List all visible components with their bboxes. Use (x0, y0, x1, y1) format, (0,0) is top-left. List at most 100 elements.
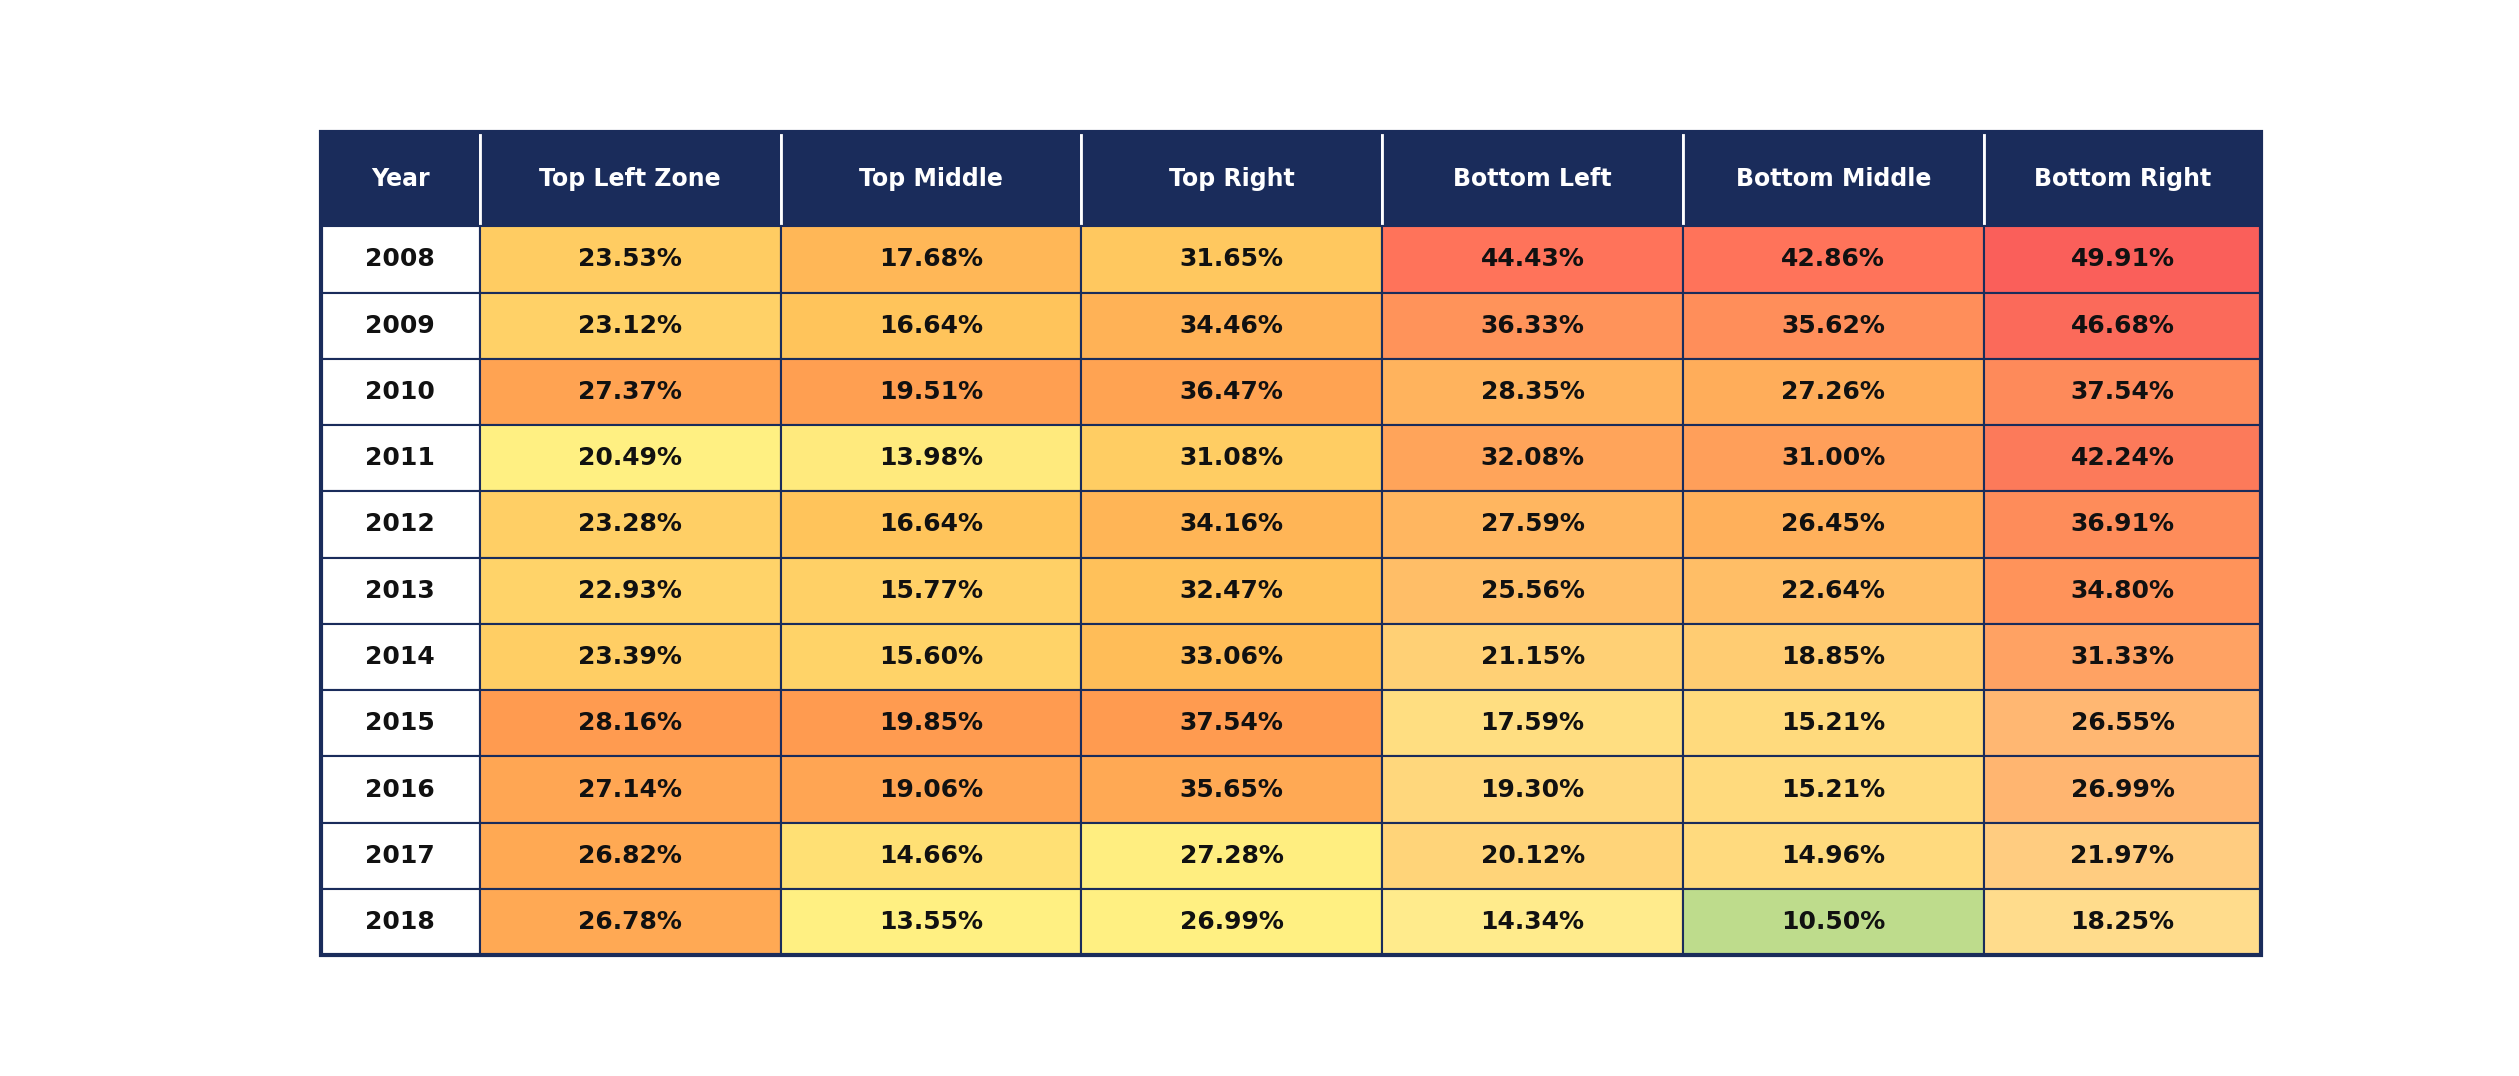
Text: 32.08%: 32.08% (1481, 447, 1584, 470)
Text: 19.51%: 19.51% (879, 380, 982, 404)
Bar (1985, 226, 2262, 293)
Bar (781, 293, 1081, 358)
Bar (1985, 425, 2262, 492)
Bar (781, 624, 1081, 690)
Text: 21.15%: 21.15% (1481, 645, 1584, 669)
Text: 31.08%: 31.08% (1179, 447, 1285, 470)
Text: 13.98%: 13.98% (879, 447, 982, 470)
Text: 36.91%: 36.91% (2071, 512, 2174, 537)
Bar (1383, 756, 1683, 823)
Text: 27.28%: 27.28% (1179, 844, 1285, 867)
Text: 15.21%: 15.21% (1781, 711, 1884, 735)
Text: 14.66%: 14.66% (879, 844, 982, 867)
Bar (1683, 756, 1985, 823)
Bar (479, 690, 781, 756)
Bar (1683, 425, 1985, 492)
Text: 36.33%: 36.33% (1481, 314, 1584, 338)
Text: 2013: 2013 (365, 579, 436, 603)
Bar (320, 557, 479, 624)
Text: 16.64%: 16.64% (879, 314, 982, 338)
Bar (320, 889, 479, 955)
Text: 2018: 2018 (365, 910, 436, 934)
Bar (1383, 425, 1683, 492)
Text: 15.21%: 15.21% (1781, 778, 1884, 802)
Bar (1383, 293, 1683, 358)
Text: 19.06%: 19.06% (879, 778, 982, 802)
Bar (781, 889, 1081, 955)
Text: 34.80%: 34.80% (2071, 579, 2174, 603)
Bar (479, 823, 781, 889)
Text: 2014: 2014 (365, 645, 436, 669)
Bar (320, 131, 479, 226)
Text: 32.47%: 32.47% (1179, 579, 1285, 603)
Text: 35.62%: 35.62% (1781, 314, 1884, 338)
Bar (479, 557, 781, 624)
Bar (1985, 756, 2262, 823)
Bar (1985, 690, 2262, 756)
Bar (1081, 131, 1383, 226)
Bar (1383, 226, 1683, 293)
Text: 20.49%: 20.49% (579, 447, 683, 470)
Text: 42.86%: 42.86% (1781, 247, 1884, 271)
Text: 34.46%: 34.46% (1179, 314, 1285, 338)
Text: 10.50%: 10.50% (1781, 910, 1887, 934)
Text: 25.56%: 25.56% (1481, 579, 1584, 603)
Bar (781, 131, 1081, 226)
Text: 18.25%: 18.25% (2071, 910, 2174, 934)
Text: 2011: 2011 (365, 447, 436, 470)
Text: 22.64%: 22.64% (1781, 579, 1884, 603)
Bar (1081, 557, 1383, 624)
Bar (1985, 358, 2262, 425)
Bar (1081, 756, 1383, 823)
Bar (1081, 425, 1383, 492)
Bar (1383, 557, 1683, 624)
Bar (479, 358, 781, 425)
Text: 26.99%: 26.99% (1179, 910, 1285, 934)
Text: 20.12%: 20.12% (1481, 844, 1584, 867)
Text: 26.45%: 26.45% (1781, 512, 1884, 537)
Text: 14.96%: 14.96% (1781, 844, 1884, 867)
Text: 28.16%: 28.16% (579, 711, 683, 735)
Bar (1985, 624, 2262, 690)
Text: 31.33%: 31.33% (2071, 645, 2174, 669)
Bar (320, 358, 479, 425)
Bar (781, 492, 1081, 557)
Text: 2012: 2012 (365, 512, 436, 537)
Text: 13.55%: 13.55% (879, 910, 982, 934)
Bar (479, 889, 781, 955)
Bar (1383, 624, 1683, 690)
Bar (1683, 889, 1985, 955)
Bar (320, 425, 479, 492)
Text: 2009: 2009 (365, 314, 436, 338)
Bar (479, 425, 781, 492)
Bar (1683, 557, 1985, 624)
Text: Bottom Left: Bottom Left (1453, 167, 1612, 190)
Text: Top Middle: Top Middle (859, 167, 1003, 190)
Text: 2015: 2015 (365, 711, 436, 735)
Text: 21.97%: 21.97% (2071, 844, 2174, 867)
Text: 23.53%: 23.53% (579, 247, 683, 271)
Text: 33.06%: 33.06% (1179, 645, 1285, 669)
Bar (1683, 624, 1985, 690)
Text: 18.85%: 18.85% (1781, 645, 1884, 669)
Text: 27.59%: 27.59% (1481, 512, 1584, 537)
Text: 2008: 2008 (365, 247, 436, 271)
Text: Year: Year (370, 167, 431, 190)
Bar (1683, 492, 1985, 557)
Bar (1081, 889, 1383, 955)
Text: 35.65%: 35.65% (1179, 778, 1285, 802)
Bar (320, 492, 479, 557)
Text: 15.77%: 15.77% (879, 579, 982, 603)
Text: 19.30%: 19.30% (1481, 778, 1584, 802)
Bar (1081, 358, 1383, 425)
Text: 2016: 2016 (365, 778, 436, 802)
Bar (781, 823, 1081, 889)
Bar (1383, 823, 1683, 889)
Text: 23.12%: 23.12% (579, 314, 683, 338)
Text: 31.00%: 31.00% (1781, 447, 1887, 470)
Text: 26.82%: 26.82% (579, 844, 683, 867)
Bar (479, 131, 781, 226)
Bar (479, 624, 781, 690)
Bar (1683, 823, 1985, 889)
Text: 17.59%: 17.59% (1481, 711, 1584, 735)
